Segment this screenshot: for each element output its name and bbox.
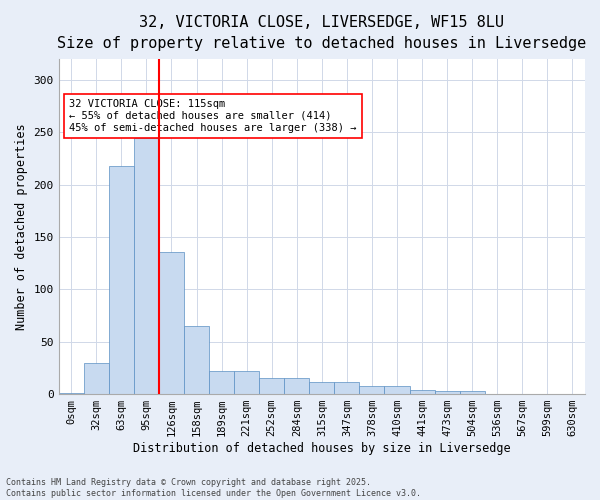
Text: Contains HM Land Registry data © Crown copyright and database right 2025.
Contai: Contains HM Land Registry data © Crown c… xyxy=(6,478,421,498)
Bar xyxy=(184,326,209,394)
Bar xyxy=(284,378,310,394)
Bar xyxy=(460,391,485,394)
Bar xyxy=(209,371,234,394)
Bar xyxy=(109,166,134,394)
X-axis label: Distribution of detached houses by size in Liversedge: Distribution of detached houses by size … xyxy=(133,442,511,455)
Y-axis label: Number of detached properties: Number of detached properties xyxy=(15,124,28,330)
Bar xyxy=(84,362,109,394)
Text: 32 VICTORIA CLOSE: 115sqm
← 55% of detached houses are smaller (414)
45% of semi: 32 VICTORIA CLOSE: 115sqm ← 55% of detac… xyxy=(69,100,356,132)
Bar xyxy=(385,386,410,394)
Bar xyxy=(159,252,184,394)
Bar xyxy=(59,393,84,394)
Bar xyxy=(234,371,259,394)
Title: 32, VICTORIA CLOSE, LIVERSEDGE, WF15 8LU
Size of property relative to detached h: 32, VICTORIA CLOSE, LIVERSEDGE, WF15 8LU… xyxy=(57,15,586,51)
Bar xyxy=(310,382,334,394)
Bar xyxy=(434,391,460,394)
Bar xyxy=(359,386,385,394)
Bar xyxy=(410,390,434,394)
Bar xyxy=(259,378,284,394)
Bar xyxy=(134,138,159,394)
Bar xyxy=(334,382,359,394)
